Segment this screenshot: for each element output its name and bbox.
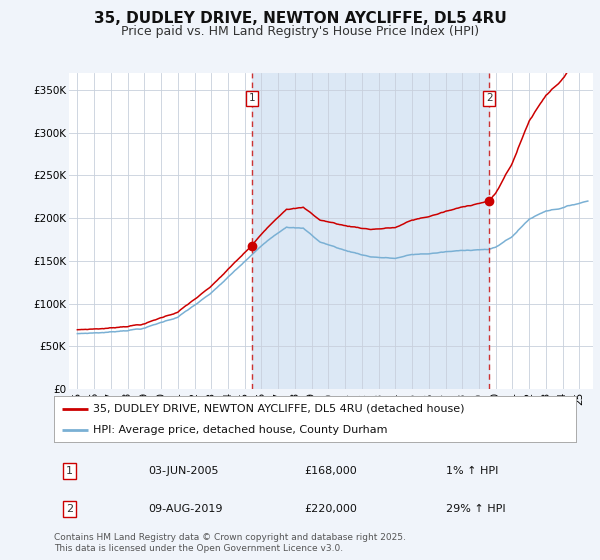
Text: Price paid vs. HM Land Registry's House Price Index (HPI): Price paid vs. HM Land Registry's House …: [121, 25, 479, 38]
Text: 2: 2: [486, 94, 493, 104]
Text: 29% ↑ HPI: 29% ↑ HPI: [445, 504, 505, 514]
Text: 1% ↑ HPI: 1% ↑ HPI: [445, 466, 498, 476]
Text: 09-AUG-2019: 09-AUG-2019: [148, 504, 223, 514]
Text: 2: 2: [66, 504, 73, 514]
Text: 03-JUN-2005: 03-JUN-2005: [148, 466, 218, 476]
Text: 1: 1: [66, 466, 73, 476]
Text: 35, DUDLEY DRIVE, NEWTON AYCLIFFE, DL5 4RU: 35, DUDLEY DRIVE, NEWTON AYCLIFFE, DL5 4…: [94, 11, 506, 26]
Text: HPI: Average price, detached house, County Durham: HPI: Average price, detached house, Coun…: [93, 425, 388, 435]
Bar: [252, 73, 489, 389]
Text: £220,000: £220,000: [305, 504, 358, 514]
Text: £168,000: £168,000: [305, 466, 358, 476]
Text: 35, DUDLEY DRIVE, NEWTON AYCLIFFE, DL5 4RU (detached house): 35, DUDLEY DRIVE, NEWTON AYCLIFFE, DL5 4…: [93, 404, 464, 414]
Text: Contains HM Land Registry data © Crown copyright and database right 2025.
This d: Contains HM Land Registry data © Crown c…: [54, 533, 406, 553]
Text: 1: 1: [248, 94, 255, 104]
